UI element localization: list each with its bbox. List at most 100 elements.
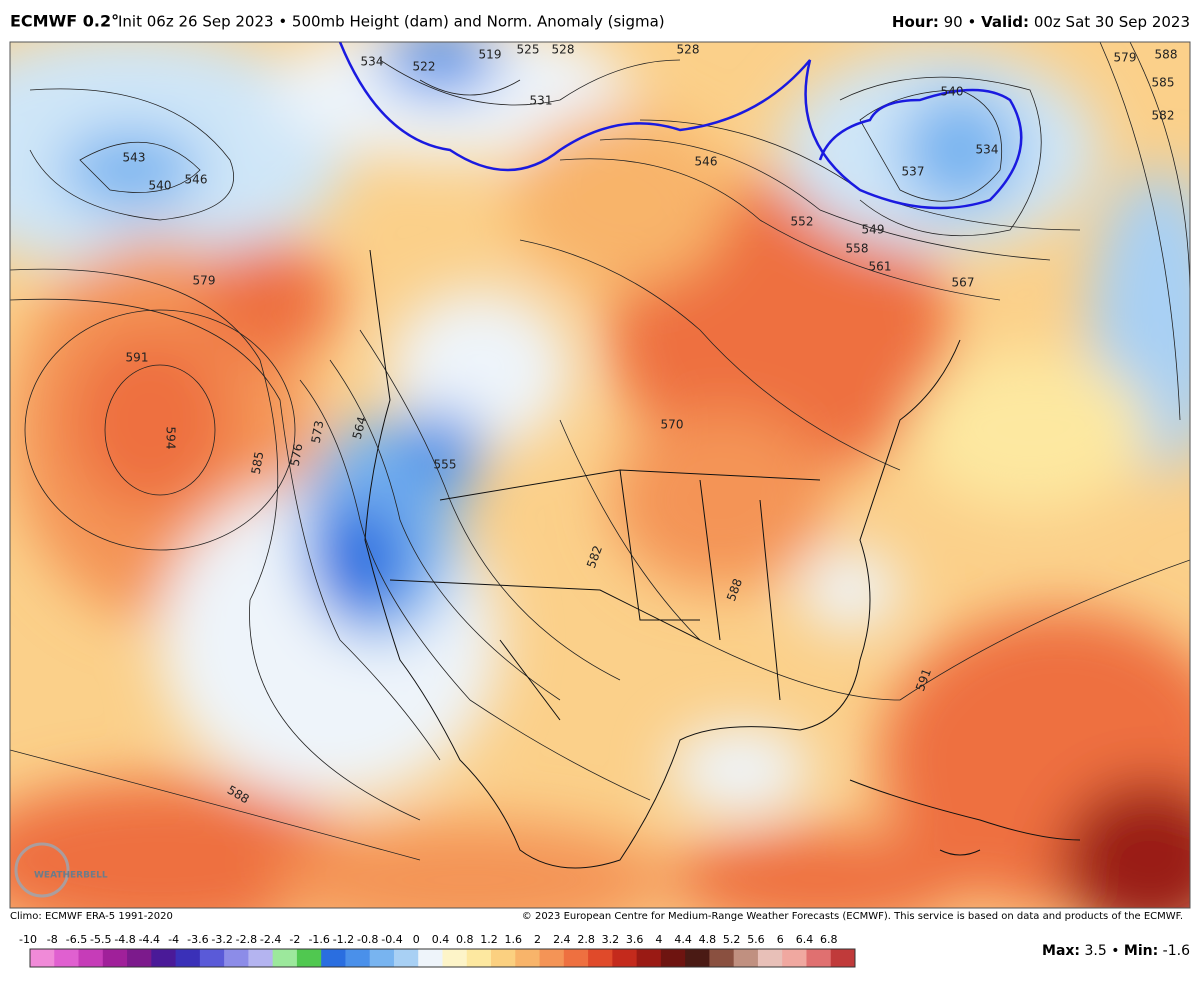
contour-label: 579 — [193, 274, 216, 288]
contour-label: 531 — [530, 94, 553, 108]
colorbar-label: -10 — [19, 933, 37, 946]
colorbar-label: 1.6 — [505, 933, 523, 946]
colorbar-swatch — [345, 949, 371, 967]
valid-label: Valid: — [981, 13, 1029, 31]
colorbar-swatch — [782, 949, 807, 967]
colorbar-swatch — [515, 949, 541, 967]
colorbar-swatch — [466, 949, 492, 967]
colorbar-label: -6.5 — [66, 933, 87, 946]
colorbar-label: -4.4 — [139, 933, 160, 946]
colorbar-label: -0.4 — [381, 933, 402, 946]
coastlines — [364, 249, 1081, 869]
colorbar-swatch — [321, 949, 346, 967]
contour-label: 528 — [677, 43, 700, 57]
colorbar-swatch — [127, 949, 152, 967]
contour-label: 588 — [1155, 48, 1178, 62]
colorbar-label: 0.8 — [456, 933, 474, 946]
model-name: ECMWF 0.2° — [10, 12, 119, 31]
colorbar-label: 2.8 — [577, 933, 595, 946]
colorbar-swatch — [272, 949, 298, 967]
stats: Max: 3.5 • Min: -1.6 — [1042, 943, 1190, 959]
colorbar-swatch — [491, 949, 516, 967]
colorbar-swatch — [102, 949, 128, 967]
colorbar-swatch — [612, 949, 638, 967]
contour-label: 594 — [164, 427, 178, 450]
contour-label: 582 — [1152, 109, 1175, 123]
contour-label: 570 — [661, 418, 684, 432]
colorbar-swatch — [30, 949, 55, 967]
colorbar-label: -3.2 — [211, 933, 232, 946]
colorbar-label: -1.2 — [333, 933, 354, 946]
colorbar-swatch — [709, 949, 735, 967]
contour-label: 579 — [1114, 51, 1137, 65]
colorbar-label: 4 — [655, 933, 662, 946]
colorbar-swatch — [830, 949, 856, 967]
colorbar-swatch — [733, 949, 759, 967]
colorbar-swatch — [636, 949, 662, 967]
logo-text: WEATHERBELL — [34, 871, 108, 881]
colorbar-label: -8 — [47, 933, 58, 946]
colorbar-label: 0 — [413, 933, 420, 946]
colorbar-swatch — [418, 949, 443, 967]
colorbar-label: 0.4 — [432, 933, 450, 946]
climo-note: Climo: ECMWF ERA-5 1991-2020 — [10, 911, 173, 922]
colorbar-swatch — [442, 949, 468, 967]
contour-label: 549 — [862, 223, 885, 237]
contour-label: 543 — [123, 151, 146, 165]
colorbar-swatch — [151, 949, 177, 967]
anomaly-field — [10, 42, 1190, 908]
contour-label: 522 — [413, 60, 436, 74]
contour-label: 540 — [941, 85, 964, 99]
contour-label: 585 — [1152, 76, 1175, 90]
contour-label: 546 — [185, 173, 208, 187]
valid-value: 00z Sat 30 Sep 2023 — [1034, 13, 1190, 31]
colorbar-label: 2.4 — [553, 933, 571, 946]
colorbar-swatch — [393, 949, 419, 967]
run-description: Init 06z 26 Sep 2023 • 500mb Height (dam… — [118, 13, 665, 31]
valid-time: Hour: 90 • Valid: 00z Sat 30 Sep 2023 — [892, 13, 1190, 31]
contour-label: 525 — [517, 43, 540, 57]
colorbar-label: -0.8 — [357, 933, 378, 946]
contour-label: 576 — [288, 442, 306, 467]
contour-label: 528 — [552, 43, 575, 57]
contour-label: 555 — [434, 458, 457, 472]
colorbar-label: -1.6 — [308, 933, 329, 946]
colorbar-swatch — [369, 949, 395, 967]
colorbar-label: 5.6 — [747, 933, 765, 946]
colorbar-swatch — [757, 949, 783, 967]
colorbar-label: 6.8 — [820, 933, 838, 946]
colorbar-swatch — [175, 949, 201, 967]
colorbar-swatch — [78, 949, 104, 967]
colorbar-frame — [29, 948, 856, 968]
colorbar-label: -2 — [289, 933, 300, 946]
contour-label: 552 — [791, 215, 814, 229]
colorbar-label: -5.5 — [90, 933, 111, 946]
colorbar-swatch — [563, 949, 589, 967]
min-label: Min: — [1124, 943, 1158, 959]
contour-label: 546 — [695, 155, 718, 169]
colorbar-label: 3.2 — [602, 933, 620, 946]
colorbar: -10 -8 -6.5 -5.5 -4.8 -4.4 -4 -3.6 -3.2 -2.8 -2.4-… — [19, 933, 856, 968]
contour-label: 537 — [902, 165, 925, 179]
contour-label: 567 — [952, 276, 975, 290]
contour-label: 591 — [126, 351, 149, 365]
colorbar-label: -2.4 — [260, 933, 281, 946]
colorbar-swatch — [296, 949, 322, 967]
colorbar-label: 2 — [534, 933, 541, 946]
contour-label: 519 — [479, 48, 502, 62]
colorbar-label: 4.8 — [699, 933, 717, 946]
contour-label: 534 — [976, 143, 999, 157]
hour-value: 90 • — [944, 13, 977, 31]
colorbar-swatch — [660, 949, 686, 967]
colorbar-swatch — [224, 949, 249, 967]
contour-label: 534 — [361, 55, 384, 69]
map-frame — [9, 41, 1191, 909]
max-label: Max: — [1042, 943, 1080, 959]
colorbar-swatch — [199, 949, 225, 967]
colorbar-label: 6.4 — [796, 933, 814, 946]
contour-label: 585 — [249, 450, 267, 475]
contour-label: 561 — [869, 260, 892, 274]
colorbar-label: 3.6 — [626, 933, 644, 946]
540-contour — [338, 42, 1023, 210]
